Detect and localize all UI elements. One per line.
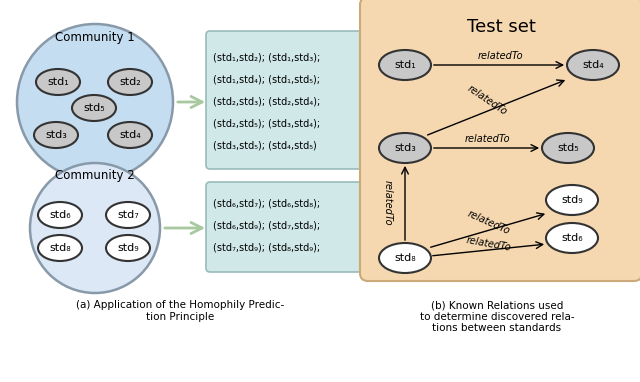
Text: relatedTo: relatedTo: [383, 180, 393, 226]
Ellipse shape: [379, 243, 431, 273]
Text: std₁: std₁: [394, 60, 416, 70]
Text: (a) Application of the Homophily Predic-
tion Principle: (a) Application of the Homophily Predic-…: [76, 300, 284, 322]
Text: std₅: std₅: [557, 143, 579, 153]
Ellipse shape: [38, 202, 82, 228]
Text: std₈: std₈: [394, 253, 416, 263]
Ellipse shape: [38, 235, 82, 261]
Text: (std₃,std₅); (std₄,std₅): (std₃,std₅); (std₄,std₅): [213, 140, 317, 150]
Text: (std₆,std₉); (std₇,std₈);: (std₆,std₉); (std₇,std₈);: [213, 220, 320, 230]
Text: Community 1: Community 1: [55, 31, 135, 44]
FancyBboxPatch shape: [206, 31, 362, 169]
Ellipse shape: [546, 185, 598, 215]
Circle shape: [17, 24, 173, 180]
Ellipse shape: [106, 202, 150, 228]
Text: std₉: std₉: [117, 243, 139, 253]
Text: (std₁,std₄); (std₁,std₅);: (std₁,std₄); (std₁,std₅);: [213, 74, 320, 84]
Text: std₇: std₇: [117, 210, 139, 220]
Text: std₄: std₄: [119, 130, 141, 140]
Text: std₃: std₃: [394, 143, 416, 153]
Ellipse shape: [546, 223, 598, 253]
Text: Test set: Test set: [467, 18, 536, 36]
Text: (b) Known Relations used
to determine discovered rela-
tions between standards: (b) Known Relations used to determine di…: [420, 300, 574, 333]
Text: std₁: std₁: [47, 77, 69, 87]
Ellipse shape: [379, 50, 431, 80]
Text: relatedTo: relatedTo: [465, 83, 509, 117]
Text: relatedTo: relatedTo: [466, 235, 513, 253]
Circle shape: [30, 163, 160, 293]
Ellipse shape: [542, 133, 594, 163]
Text: std₆: std₆: [49, 210, 71, 220]
Text: relatedTo: relatedTo: [466, 209, 512, 237]
Text: std₈: std₈: [49, 243, 71, 253]
Ellipse shape: [34, 122, 78, 148]
Text: (std₇,std₉); (std₈,std₉);: (std₇,std₉); (std₈,std₉);: [213, 242, 320, 252]
Text: (std₂,std₅); (std₃,std₄);: (std₂,std₅); (std₃,std₄);: [213, 118, 320, 128]
Ellipse shape: [379, 133, 431, 163]
Text: std₆: std₆: [561, 233, 583, 243]
Text: Community 2: Community 2: [55, 168, 135, 181]
Ellipse shape: [72, 95, 116, 121]
Text: (std₁,std₂); (std₁,std₃);: (std₁,std₂); (std₁,std₃);: [213, 52, 320, 62]
Ellipse shape: [36, 69, 80, 95]
Text: relatedTo: relatedTo: [464, 134, 510, 144]
FancyBboxPatch shape: [360, 0, 640, 281]
Text: std₃: std₃: [45, 130, 67, 140]
Text: std₄: std₄: [582, 60, 604, 70]
Text: (std₂,std₃); (std₂,std₄);: (std₂,std₃); (std₂,std₄);: [213, 96, 320, 106]
Text: std₉: std₉: [561, 195, 583, 205]
Text: std₂: std₂: [119, 77, 141, 87]
Ellipse shape: [567, 50, 619, 80]
Text: std₅: std₅: [83, 103, 105, 113]
Ellipse shape: [106, 235, 150, 261]
Ellipse shape: [108, 122, 152, 148]
FancyBboxPatch shape: [206, 182, 362, 272]
Text: relatedTo: relatedTo: [477, 51, 523, 61]
Text: (std₆,std₇); (std₆,std₈);: (std₆,std₇); (std₆,std₈);: [213, 198, 320, 208]
Ellipse shape: [108, 69, 152, 95]
